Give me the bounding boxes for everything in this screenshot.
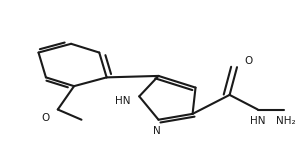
Text: HN: HN bbox=[250, 116, 266, 126]
Text: O: O bbox=[245, 56, 253, 66]
Text: HN: HN bbox=[115, 96, 131, 106]
Text: O: O bbox=[42, 113, 50, 123]
Text: NH₂: NH₂ bbox=[276, 116, 296, 126]
Text: N: N bbox=[153, 126, 161, 136]
